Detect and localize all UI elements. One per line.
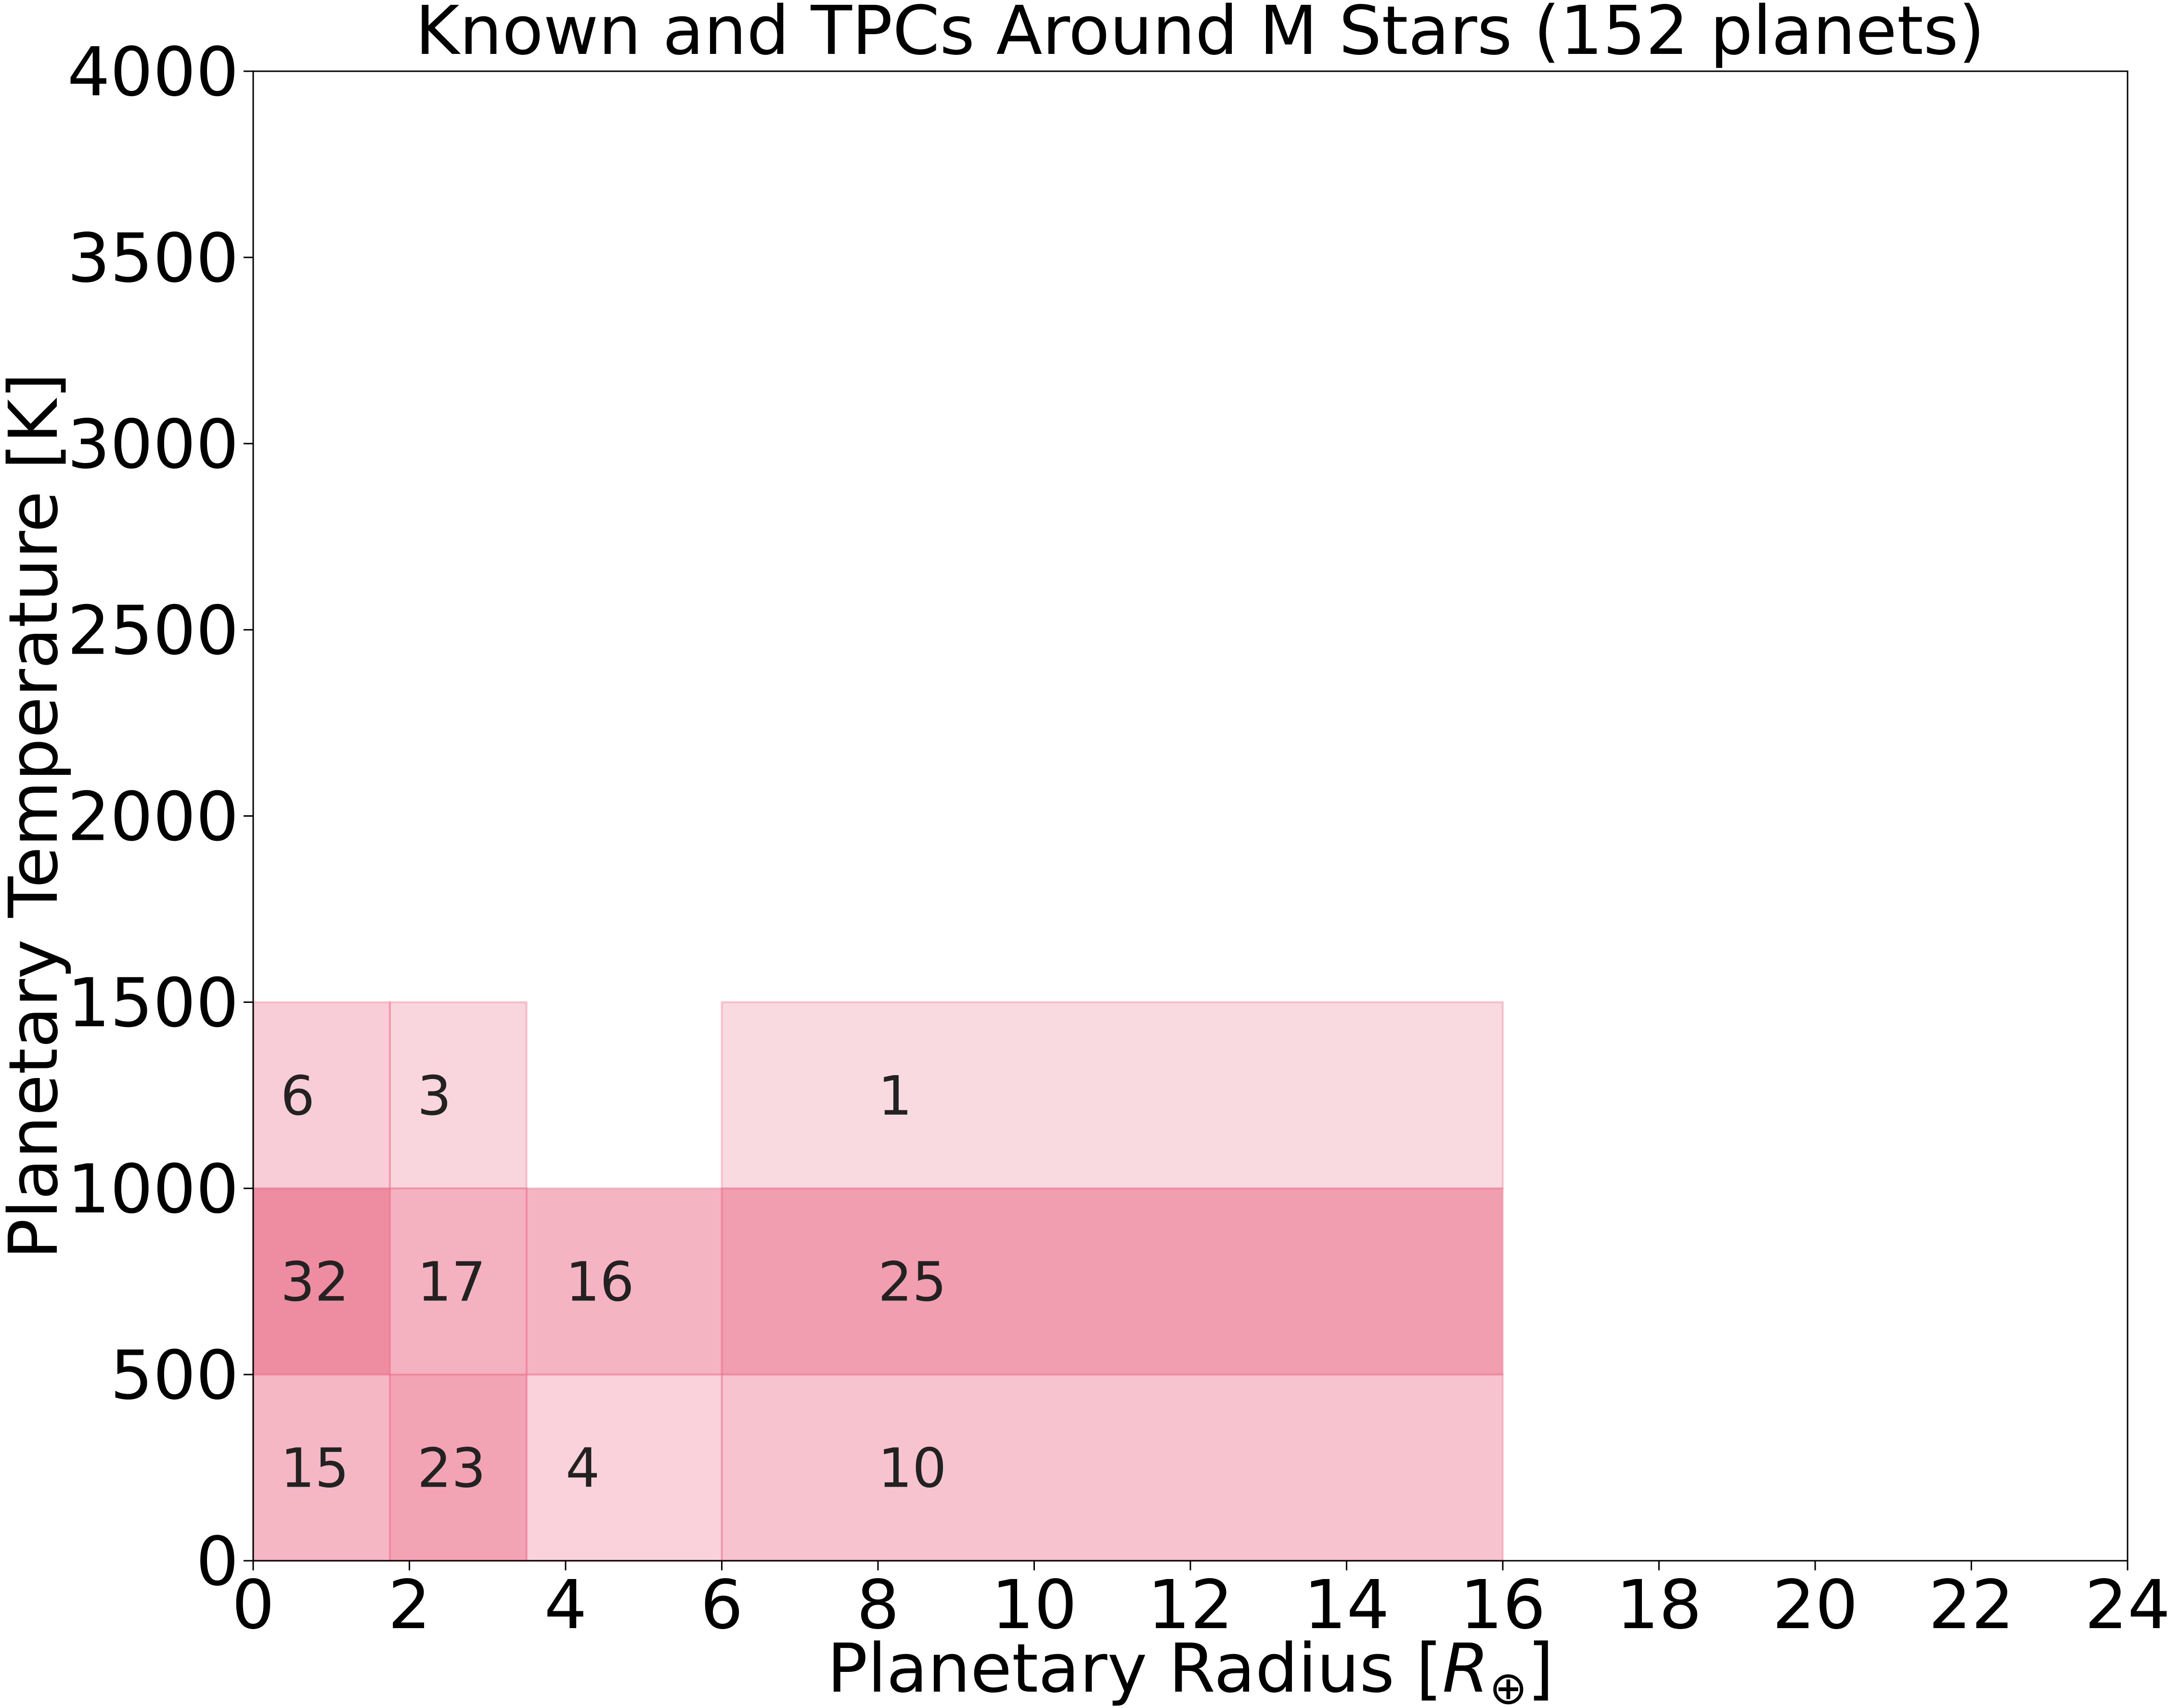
- y-axis-ticks: 0 500 1000 1500 2000 2500 3000 3500 4000: [67, 33, 253, 1601]
- heatmap-cell-5: [525, 1187, 723, 1376]
- x-tick-label: 14: [1303, 1566, 1389, 1644]
- cell-count-label-7: 15: [281, 1438, 349, 1500]
- cell-count-label-9: 4: [566, 1438, 600, 1500]
- heatmap-cell-1: [388, 1001, 528, 1190]
- heatmap-cell-6: [721, 1187, 1504, 1376]
- x-tick-label: 8: [856, 1566, 899, 1644]
- x-tick-label: 18: [1616, 1566, 1702, 1644]
- x-tick-label: 10: [991, 1566, 1077, 1644]
- y-tick-label: 500: [110, 1336, 239, 1415]
- x-tick-label: 20: [1772, 1566, 1858, 1644]
- cell-count-label-4: 17: [417, 1251, 486, 1314]
- x-tick-label: 0: [232, 1566, 274, 1644]
- cell-labels: 6 3 1 32 17 16 25 15 23 4 10: [281, 1065, 947, 1500]
- x-tick-label: 24: [2085, 1566, 2168, 1644]
- x-axis-ticks: 0 2 4 6 8 10 12 14 16 18 20 22 24: [232, 1561, 2168, 1644]
- cell-count-label-1: 3: [417, 1065, 452, 1128]
- chart-title: Known and TPCs Around M Stars (152 plane…: [415, 0, 1985, 70]
- x-tick-label: 12: [1148, 1566, 1233, 1644]
- y-axis-label: Planetary Temperature [K]: [0, 373, 73, 1259]
- y-tick-label: 0: [196, 1523, 239, 1601]
- cell-count-label-6: 25: [878, 1251, 947, 1314]
- x-axis-label: Planetary Radius [R⊕]: [827, 1630, 1554, 1708]
- y-tick-label: 2000: [67, 778, 239, 857]
- y-tick-label: 4000: [67, 33, 239, 112]
- y-tick-label: 3500: [67, 219, 239, 298]
- x-tick-label: 2: [388, 1566, 431, 1644]
- cell-count-label-2: 1: [878, 1065, 912, 1128]
- heatmap-cell-3: [252, 1187, 391, 1376]
- heatmap-cell-2: [721, 1001, 1504, 1190]
- heatmap-cell-10: [721, 1374, 1504, 1562]
- y-tick-label: 1500: [67, 964, 239, 1042]
- cell-count-label-5: 16: [566, 1251, 634, 1314]
- x-tick-label: 16: [1460, 1566, 1546, 1644]
- y-tick-label: 1000: [67, 1150, 239, 1229]
- x-tick-label: 4: [544, 1566, 587, 1644]
- cell-count-label-3: 32: [281, 1251, 349, 1314]
- x-tick-label: 6: [700, 1566, 743, 1644]
- y-tick-label: 2500: [67, 592, 239, 670]
- cell-count-label-0: 6: [281, 1065, 315, 1128]
- cell-count-label-8: 23: [417, 1438, 486, 1500]
- heatmap-cell-4: [388, 1187, 528, 1376]
- heatmap-cells: [252, 1001, 1504, 1562]
- cell-count-label-10: 10: [878, 1438, 947, 1500]
- y-tick-label: 3000: [67, 406, 239, 484]
- heatmap-cell-0: [252, 1001, 391, 1190]
- x-tick-label: 22: [1928, 1566, 2014, 1644]
- heatmap-cell-9: [525, 1374, 723, 1562]
